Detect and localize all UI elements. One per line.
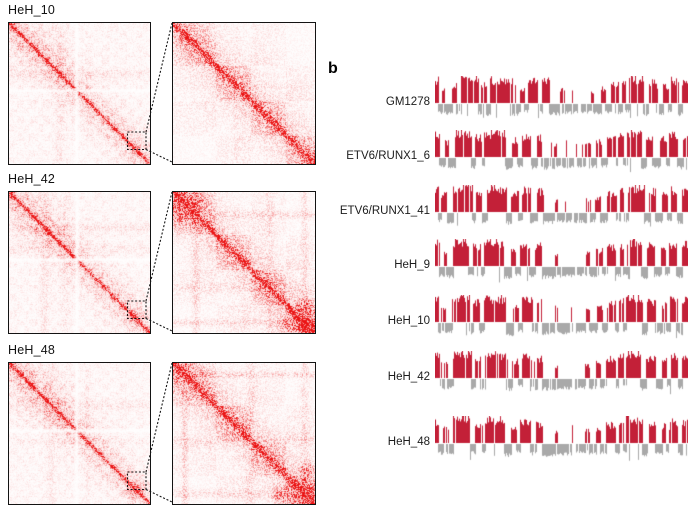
- hic-map-title-2: HeH_42: [8, 172, 56, 186]
- track-plot-heh-10: [435, 295, 688, 341]
- track-label-heh-42: HeH_42: [387, 371, 430, 383]
- track-plot-gm1278: [435, 76, 688, 122]
- hic-map-title-3: HeH_48: [8, 343, 56, 357]
- track-plot-etv6-runx1-6: [435, 130, 688, 176]
- track-label-etv6-runx1-6: ETV6/RUNX1_6: [346, 150, 430, 162]
- hic-map-title-1: HeH_10: [8, 3, 56, 17]
- track-label-gm1278: GM1278: [385, 96, 430, 108]
- track-label-heh-9: HeH_9: [394, 259, 430, 271]
- hic-zoom-map-3: [172, 362, 316, 505]
- track-plot-heh-42: [435, 351, 688, 397]
- hic-small-map-2: [8, 191, 151, 334]
- hic-small-map-1: [8, 22, 151, 165]
- track-label-heh-48: HeH_48: [387, 436, 430, 448]
- track-label-heh-10: HeH_10: [387, 315, 430, 327]
- panel-letter-b: b: [328, 60, 338, 77]
- track-plot-heh-48: [435, 416, 688, 462]
- hic-zoom-map-1: [172, 22, 316, 165]
- hic-zoom-map-2: [172, 191, 316, 334]
- track-label-etv6-runx1-41: ETV6/RUNX1_41: [339, 205, 430, 217]
- track-plot-heh-9: [435, 239, 688, 285]
- hic-small-map-3: [8, 362, 151, 505]
- track-plot-etv6-runx1-41: [435, 185, 688, 231]
